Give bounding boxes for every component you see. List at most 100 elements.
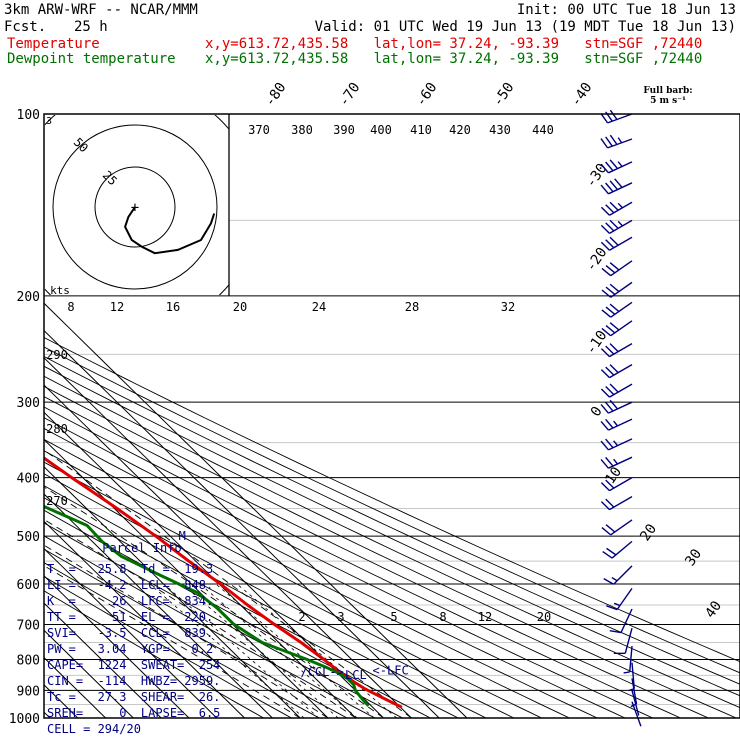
- isotherm-tick-label: -80: [262, 80, 290, 110]
- isotherm-line: [44, 329, 440, 718]
- wind-barb-flag: [600, 482, 610, 492]
- temperature-line: [44, 456, 403, 709]
- wind-barb-flag: [609, 219, 619, 229]
- wind-barb: [600, 438, 633, 451]
- dry-adiabat-line: [44, 522, 403, 718]
- wind-barb: [602, 540, 633, 559]
- dry-adiabat-line: [44, 461, 542, 718]
- wind-barbs: [600, 109, 642, 727]
- dry-adiabat-line: [44, 365, 740, 697]
- wind-barb-flag: [606, 605, 618, 611]
- dry-adiabat-line: [44, 535, 376, 718]
- mixing-ratio-tick-label: 20: [537, 610, 551, 624]
- wind-barb: [600, 418, 633, 431]
- dry-adiabat-line: [44, 548, 348, 718]
- wind-barb-flag: [609, 201, 619, 211]
- forecast-label: Fcst.: [4, 19, 47, 35]
- wind-barb-flag: [609, 383, 619, 393]
- pressure-tick-label: 900: [17, 684, 40, 699]
- wind-barb-flag: [609, 399, 619, 410]
- hodograph-ring: [94, 166, 176, 248]
- theta-tick-label: 440: [532, 123, 554, 137]
- wind-barb-flag: [609, 262, 620, 271]
- wind-barb-flag: [614, 178, 623, 188]
- mixing-ratio-tick-label: 24: [312, 300, 326, 314]
- dewpoint-location: x,y=613.72,435.58 lat,lon= 37.24, -93.39…: [205, 51, 703, 67]
- wind-barb: [600, 134, 633, 149]
- wind-barb-flag: [609, 343, 619, 353]
- mixing-ratio-line: [163, 583, 320, 718]
- pressure-tick-label: 400: [17, 472, 40, 487]
- wind-barb: [600, 383, 633, 398]
- dry-adiabat-line: [44, 509, 431, 718]
- pressure-tick-label: 300: [17, 396, 40, 411]
- parcel-info-row: K = 26 LFC= 834.: [47, 594, 214, 608]
- wind-barb: [603, 565, 633, 585]
- wind-barb-flag: [601, 267, 612, 277]
- wind-barb: [600, 496, 633, 511]
- wind-barb-flag: [609, 629, 622, 634]
- isotherm-line: [44, 575, 190, 718]
- wind-barb-flag: [600, 459, 609, 469]
- dry-adiabat-line: [44, 385, 737, 718]
- grid-labels: 100 200 300 400 500 600 700 800 900 1000 -80 -70 -60…: [9, 80, 725, 727]
- wind-barb-staff: [629, 645, 633, 672]
- profile-lines: [44, 456, 403, 709]
- parcel-info-row: CAPE= 1224 SWEAT= 254: [47, 658, 221, 672]
- isotherm-line: [44, 411, 357, 718]
- hodograph-corner-label: 3: [46, 116, 52, 127]
- mixing-ratio-tick-label: 12: [478, 610, 492, 624]
- wind-barb-flag: [600, 501, 610, 511]
- wind-barb: [600, 109, 633, 124]
- wind-barb-staff: [631, 662, 635, 689]
- wind-barb-flag: [601, 327, 612, 337]
- wind-barb-flag: [600, 420, 609, 431]
- moist-adiabat-line: [44, 565, 301, 718]
- dry-adiabat-line: [44, 450, 570, 718]
- isotherm-tick-label: -60: [413, 80, 441, 110]
- init-time: Init: 00 UTC Tue 18 Jun 13: [516, 2, 736, 18]
- dry-adiabat-line: [44, 576, 292, 718]
- wind-barb-flag: [609, 236, 619, 246]
- dry-adiabat-line: [44, 485, 487, 718]
- wind-barb-staff: [631, 690, 640, 716]
- mixing-ratio-line: [215, 583, 375, 718]
- wind-barb: [601, 320, 633, 337]
- theta-tick-label: 420: [449, 123, 471, 137]
- wind-barb-flag: [605, 286, 616, 295]
- dry-adiabat-line: [44, 375, 740, 709]
- frame-border: [43, 113, 740, 719]
- temperature-location: x,y=613.72,435.58 lat,lon= 37.24, -93.39…: [205, 36, 703, 52]
- wind-barb-staff: [620, 608, 633, 633]
- isotherm-line: [44, 466, 301, 718]
- wind-barb-flag: [609, 303, 620, 313]
- wind-barb-flag: [605, 204, 615, 214]
- wind-barb-flag: [605, 386, 615, 396]
- dry-adiabat-line: [44, 562, 320, 718]
- level-annotation: LCL: [345, 668, 367, 682]
- dry-adiabat-line: [44, 396, 709, 718]
- isotherm-tick-label: 20: [637, 521, 660, 544]
- wind-barb: [631, 690, 640, 716]
- wind-barb-flag: [605, 161, 614, 172]
- wind-barb-half-flag: [613, 420, 619, 427]
- parcel-info-title: Parcel Info: [102, 541, 182, 555]
- hodograph-ring: [52, 124, 218, 290]
- forecast-hours: 25 h: [74, 19, 108, 35]
- wind-barb-half-flag: [617, 202, 623, 209]
- isotherm-line: [44, 520, 245, 718]
- wind-barb: [601, 519, 633, 536]
- parcel-info-row: PW = 3.04 YGP= 0.2: [47, 642, 214, 656]
- isotherm-tick-label: 40: [702, 598, 725, 621]
- wind-barb: [601, 260, 633, 277]
- wind-barb: [623, 645, 633, 674]
- wind-barb-flag: [600, 388, 610, 398]
- wind-barb-flag: [600, 163, 609, 174]
- dry-adiabat-line: [44, 337, 740, 663]
- wind-barb-flag: [605, 325, 616, 334]
- wind-barb-flag: [600, 113, 609, 124]
- wind-barb: [631, 701, 642, 727]
- dry-adiabat-line: [44, 438, 598, 718]
